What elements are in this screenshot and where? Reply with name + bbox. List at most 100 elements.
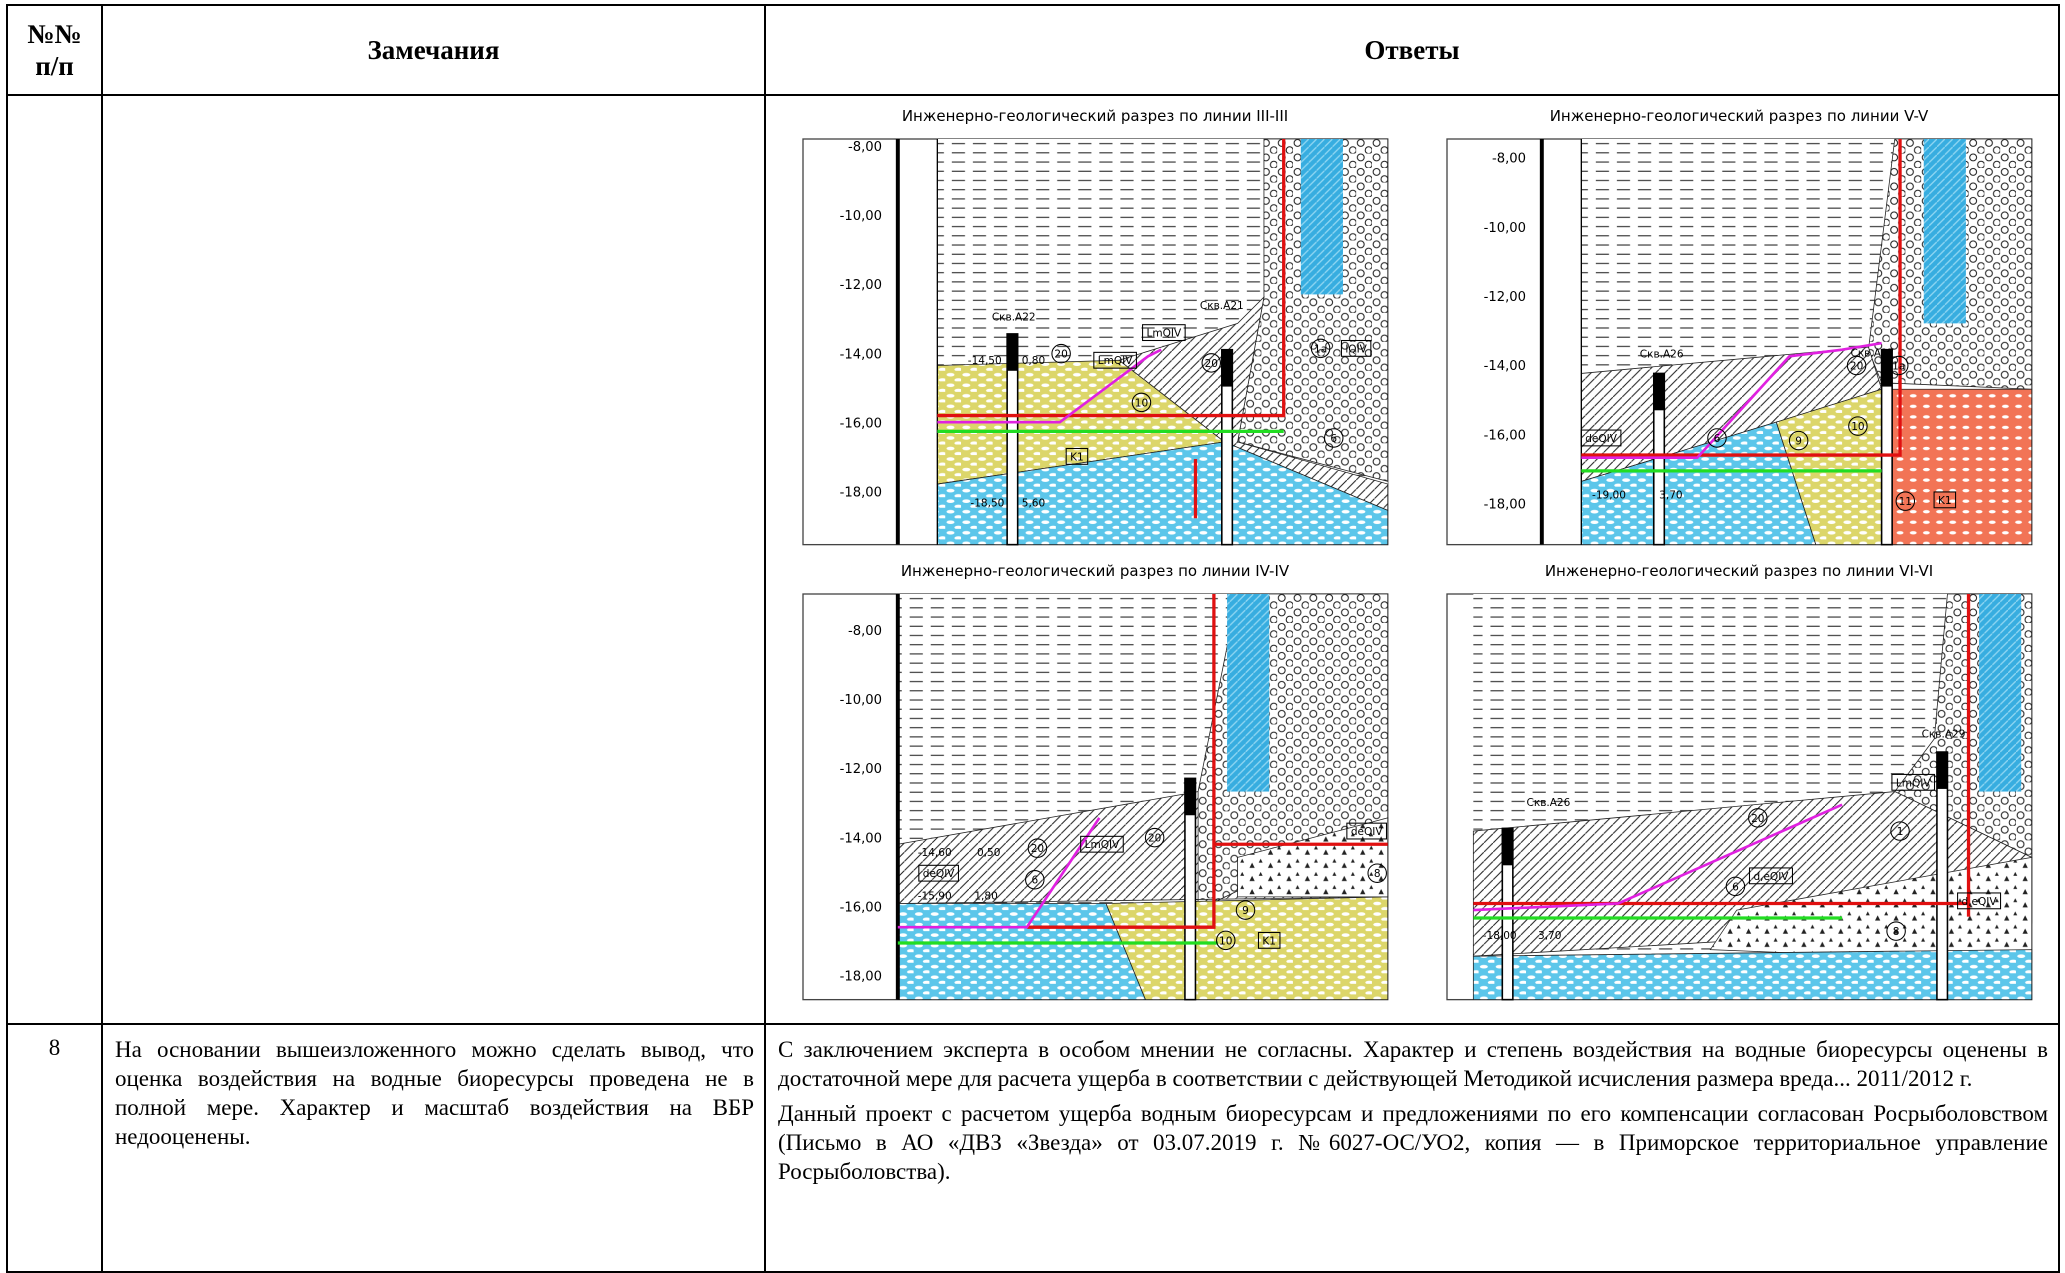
geology-section: -8,00 -10,00 -12,00 -14,00 -16,00 -18,00 LmQIV…	[803, 594, 1388, 1000]
section-label: d,eQIV	[1962, 896, 1998, 908]
pile	[1301, 139, 1343, 294]
section-label: -18,00	[1483, 930, 1517, 942]
remarks-table: №№ п/п Замечания Ответы Инженерно-геолог…	[6, 4, 2060, 1273]
section-label: LmQIV	[1147, 328, 1182, 340]
section-label: 10	[1219, 935, 1232, 947]
section-label: 8	[1374, 868, 1381, 880]
row: 8 На основании вышеизложенного можно сде…	[7, 1024, 2059, 1272]
depth-label: -18,00	[840, 486, 882, 501]
section-label: 20	[1054, 349, 1067, 361]
section-label: 6	[1732, 881, 1739, 893]
header-number: №№ п/п	[7, 5, 102, 95]
depth-label: -14,00	[840, 831, 882, 846]
section-label: 3,70	[1659, 490, 1682, 502]
section-label: K1	[1262, 935, 1276, 947]
borehole-top	[1007, 334, 1018, 371]
section-label: K1	[1070, 451, 1084, 463]
section-label: 20	[1205, 358, 1218, 370]
section-title: Инженерно-геологический разрез по линии …	[902, 107, 1288, 125]
borehole-top	[1185, 778, 1196, 815]
section-label: -14,60	[918, 847, 952, 859]
section-label: Скв.А22	[992, 312, 1036, 324]
section-label: Скв.А21	[1200, 300, 1244, 312]
section-label: 1a	[1314, 343, 1327, 355]
section-label: 5,60	[1022, 497, 1045, 509]
section-label: d,eQIV	[1753, 871, 1789, 883]
section-label: deQIV	[923, 868, 956, 880]
section-label: 1a	[1892, 360, 1905, 372]
section-title: Инженерно-геологический разрез по линии …	[1550, 107, 1929, 125]
depth-label: -10,00	[840, 693, 882, 708]
section-label: 20	[1850, 360, 1863, 372]
section-label: 20	[1148, 833, 1161, 845]
row-number: 8	[7, 1024, 102, 1272]
depth-label: -12,00	[840, 762, 882, 777]
section-label: -14,50	[968, 355, 1002, 367]
section-label: 6	[1714, 433, 1721, 445]
section-label: 20	[1751, 813, 1764, 825]
section-label: -19,00	[1592, 490, 1626, 502]
section-label: Скв.А29	[1922, 729, 1966, 741]
section-label: 8	[1893, 926, 1900, 938]
pile	[1924, 139, 1966, 323]
answer-paragraph: С заключением эксперта в особом мнении н…	[778, 1035, 2048, 1093]
section-label: 9	[1242, 905, 1249, 917]
row-answer: С заключением эксперта в особом мнении н…	[765, 1024, 2059, 1272]
section-label: Скв.А26	[1640, 349, 1684, 361]
depth-label: -16,00	[840, 416, 882, 431]
header-row: №№ п/п Замечания Ответы	[7, 5, 2059, 95]
section-label: 20	[1031, 843, 1044, 855]
section-label: LmQIV	[1896, 777, 1931, 789]
answer-paragraph: Данный проект с расчетом ущерба водным б…	[778, 1099, 2048, 1186]
section-label: deQIV	[1351, 826, 1384, 838]
section-label: 11	[1899, 496, 1912, 508]
figure-row: Инженерно-геологический разрез по линии …	[7, 95, 2059, 1024]
depth-label: -18,00	[840, 970, 882, 985]
depth-label: -12,00	[1484, 290, 1526, 305]
section-label: 3,70	[1538, 930, 1561, 942]
section-label: 6	[1031, 875, 1038, 887]
row-remark: На основании вышеизложенного можно сдела…	[102, 1024, 765, 1272]
section-label: K1	[1938, 495, 1952, 507]
geology-section: -8,00 -10,00 -12,00 -14,00 -16,00 -18,00 Скв.А…	[803, 139, 1388, 545]
section-title: Инженерно-геологический разрез по линии …	[1545, 562, 1933, 580]
geology-section: -8,00-10,00-12,00-14,00-16,00-18,00Скв.А…	[1447, 139, 2032, 545]
depth-label: -8,00	[848, 140, 882, 155]
section-label: 1,80	[974, 891, 997, 903]
borehole-top	[1654, 373, 1665, 410]
empty-cell	[102, 95, 765, 1024]
section-label: deQIV	[1585, 433, 1618, 445]
borehole-top	[1502, 828, 1513, 865]
depth-label: -14,00	[840, 347, 882, 362]
depth-label: -8,00	[848, 624, 882, 639]
borehole-top	[1222, 350, 1233, 387]
section-label: 1	[1897, 826, 1904, 838]
section-label: Скв.А27	[1850, 347, 1894, 359]
figure-cell: Инженерно-геологический разрез по линии …	[765, 95, 2059, 1024]
depth-label: -12,00	[840, 278, 882, 293]
header-remarks: Замечания	[102, 5, 765, 95]
soil-layer	[1882, 389, 2032, 544]
section-label: 10	[1135, 397, 1148, 409]
borehole-top	[1937, 752, 1948, 789]
depth-label: -14,00	[1484, 359, 1526, 374]
depth-label: -10,00	[840, 209, 882, 224]
section-label: lQIV	[1345, 343, 1367, 355]
section-label: 9	[1795, 436, 1802, 448]
soil-layer	[898, 903, 1146, 999]
geology-section: Скв.А26 Скв.А29 20 LmQIV 1 6 d,eQIV 8 d,eQIV -18,…	[1447, 594, 2032, 1000]
section-label: -15,90	[918, 891, 952, 903]
page: №№ п/п Замечания Ответы Инженерно-геолог…	[0, 0, 2065, 1261]
section-label: Скв.А26	[1527, 797, 1571, 809]
section-label: 6	[1330, 433, 1337, 445]
header-answers: Ответы	[765, 5, 2059, 95]
pile	[1979, 594, 2021, 792]
section-label: LmQIV	[1085, 839, 1120, 851]
depth-label: -8,00	[1492, 152, 1526, 167]
section-label: -18,50	[970, 497, 1004, 509]
section-label: LmQIV	[1098, 355, 1133, 367]
section-title: Инженерно-геологический разрез по линии …	[901, 562, 1290, 580]
depth-label: -16,00	[840, 900, 882, 915]
pile	[1227, 594, 1269, 792]
section-label: 10	[1851, 421, 1864, 433]
